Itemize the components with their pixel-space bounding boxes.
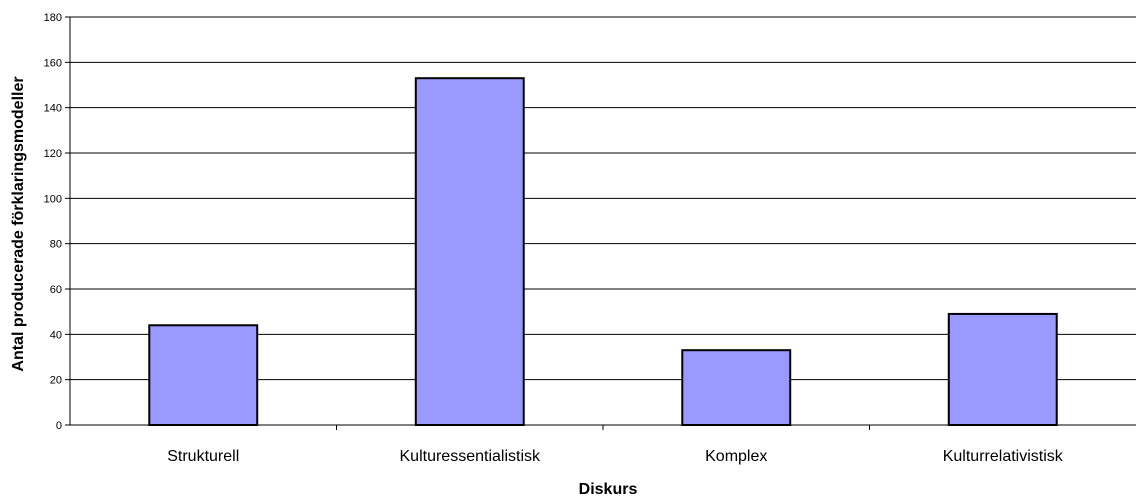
x-tick-labels: Strukturell Kulturessentialistisk Komplex K… [167, 448, 1064, 465]
y-tick-label: 60 [50, 284, 62, 296]
x-axis-title: Diskurs [579, 481, 638, 497]
x-tick-label: Kulturrelativistisk [943, 448, 1064, 465]
y-tick-label: 0 [56, 420, 62, 432]
axes [65, 16, 1136, 430]
x-tick-label: Kulturessentialistisk [400, 448, 542, 465]
y-tick-label: 180 [44, 12, 62, 24]
x-tick-label: Komplex [705, 448, 767, 465]
bars [148, 77, 1058, 427]
y-axis-title: Antal producerade förklaringsmodeller [10, 76, 27, 371]
x-tick-label: Strukturell [167, 448, 239, 465]
bar-strukturell [148, 324, 259, 426]
y-tick-label: 140 [44, 103, 62, 115]
y-tick-label: 120 [44, 148, 62, 160]
bar-komplex [681, 349, 792, 427]
y-tick-label: 20 [50, 375, 62, 387]
y-tick-label: 40 [50, 329, 62, 341]
bar-kulturrelativistisk [947, 312, 1058, 426]
y-tick-label: 80 [50, 239, 62, 251]
y-tick-label: 160 [44, 57, 62, 69]
y-tick-labels: 0 20 40 60 80 100 120 140 160 180 [44, 12, 62, 432]
y-tick-label: 100 [44, 193, 62, 205]
bar-kulturessentialistisk [414, 77, 525, 426]
